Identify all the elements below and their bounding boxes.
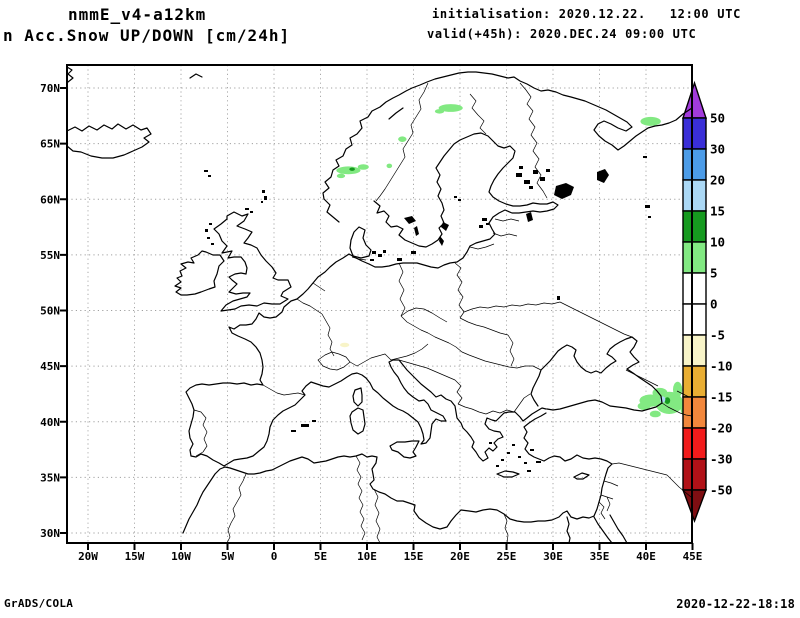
lon-tick-label: 20W [78, 550, 98, 563]
grid-lines [67, 65, 693, 543]
colorbar-band [682, 427, 707, 460]
colorbar-level-label: -20 [710, 421, 733, 436]
colorbar-level-label: 50 [710, 111, 725, 126]
lat-tick-label: 70N [40, 82, 60, 95]
model-title: nmmE_v4-a12km [68, 5, 207, 24]
lon-tick-label: 5E [314, 550, 327, 563]
colorbar-level-label: -5 [710, 328, 725, 343]
lon-tick-label: 45E [683, 550, 703, 563]
lon-tick-label: 5W [221, 550, 235, 563]
colorbar-above-max [682, 80, 707, 119]
lat-tick-label: 60N [40, 193, 60, 206]
snow-patch-northeast-russia-edge [640, 116, 661, 126]
lat-tick-label: 30N [40, 527, 60, 540]
lon-tick-label: 30E [543, 550, 563, 563]
colorbar-band [682, 179, 707, 212]
colorbar-level-label: 10 [710, 235, 725, 250]
colorbar-band [682, 210, 707, 243]
colorbar-level-label: -15 [710, 390, 733, 405]
product-title: n Acc.Snow UP/DOWN [cm/24h] [3, 26, 291, 45]
colorbar-level-label: 0 [710, 297, 718, 312]
lakes-and-islands [204, 156, 651, 472]
axis-ticks [60, 87, 694, 550]
colorbar-band [682, 396, 707, 429]
colorbar-band [682, 365, 707, 398]
colorbar-level-label: -30 [710, 452, 733, 467]
colorbar-band [682, 458, 707, 491]
lon-tick-label: 10E [357, 550, 377, 563]
colorbar-below-min [681, 489, 708, 524]
snow-patch-caucasus [649, 410, 661, 418]
snow-patch-caucasus [672, 381, 683, 398]
lat-tick-label: 45N [40, 360, 60, 373]
snow-patch-central-norway-coast [336, 166, 361, 175]
lon-tick-label: 35E [590, 550, 610, 563]
snow-patch-alps [340, 342, 350, 348]
creation-timestamp: 2020-12-22-18:18 [676, 597, 795, 611]
snow-patch-central-norway-inland [398, 136, 407, 142]
colorbar-level-label: 20 [710, 173, 725, 188]
colorbar-level-label: -10 [710, 359, 733, 374]
snow-accumulation-patches [336, 104, 692, 418]
lat-tick-label: 55N [40, 249, 60, 262]
grads-credit: GrADS/COLA [4, 597, 74, 610]
snow-patch-central-norway-coast [357, 164, 369, 170]
colorbar-band [682, 148, 707, 181]
lon-tick-label: 10W [171, 550, 191, 563]
map-frame [66, 64, 693, 544]
colorbar-level-label: 30 [710, 142, 725, 157]
lat-tick-label: 40N [40, 416, 60, 429]
axis-labels: 20W 15W 10W 5W 0 5E 10E 15E 20E 25E 30E 35E 40E 45E 70… [40, 82, 702, 563]
lon-tick-label: 25E [497, 550, 517, 563]
lat-tick-label: 35N [40, 471, 60, 484]
lat-tick-label: 65N [40, 138, 60, 151]
country-borders [193, 82, 693, 544]
lon-tick-label: 15W [125, 550, 145, 563]
snow-patch-central-norway-coast [336, 173, 346, 179]
lon-tick-label: 40E [636, 550, 656, 563]
initialisation-line: initialisation: 2020.12.22. 12:00 UTC [432, 7, 742, 21]
lat-tick-label: 50N [40, 305, 60, 318]
lon-tick-label: 15E [404, 550, 424, 563]
colorbar-band [682, 303, 707, 336]
snow-patch-north-sweden [434, 109, 445, 114]
snow-patch-caucasus [637, 402, 651, 411]
colorbar-band [682, 272, 707, 305]
lon-tick-label: 20E [450, 550, 470, 563]
snow-patch-central-norway-coast [349, 167, 355, 171]
coastlines [66, 66, 693, 544]
colorbar [681, 80, 708, 524]
snow-patch-caucasus [664, 397, 671, 404]
valid-line: valid(+45h): 2020.DEC.24 09:00 UTC [427, 27, 697, 41]
colorbar-level-label: 5 [710, 266, 718, 281]
colorbar-band [682, 117, 707, 150]
lon-tick-label: 0 [271, 550, 278, 563]
colorbar-band [682, 241, 707, 274]
colorbar-level-label: -50 [710, 483, 733, 498]
colorbar-band [682, 334, 707, 367]
snow-patch-central-norway-inland [386, 163, 393, 169]
colorbar-level-label: 15 [710, 204, 725, 219]
snow-patch-north-sweden [438, 104, 463, 112]
